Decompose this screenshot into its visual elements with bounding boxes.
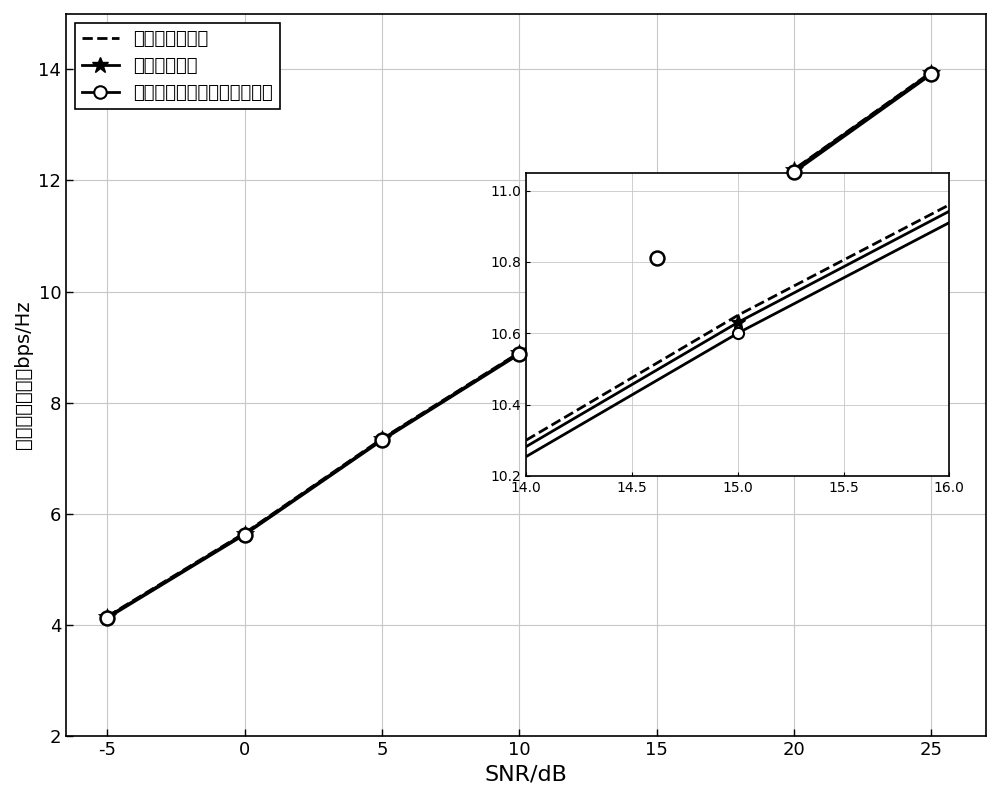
Legend: 全数字波束成形, 混合波束成形, 本发明提出的相控阵波束成形: 全数字波束成形, 混合波束成形, 本发明提出的相控阵波束成形 [75,23,280,109]
X-axis label: SNR/dB: SNR/dB [485,764,568,784]
Y-axis label: 用户平均和速率bps/Hz: 用户平均和速率bps/Hz [14,301,33,449]
